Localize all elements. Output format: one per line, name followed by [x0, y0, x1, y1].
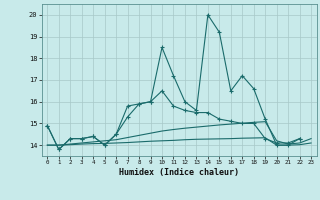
X-axis label: Humidex (Indice chaleur): Humidex (Indice chaleur): [119, 168, 239, 177]
